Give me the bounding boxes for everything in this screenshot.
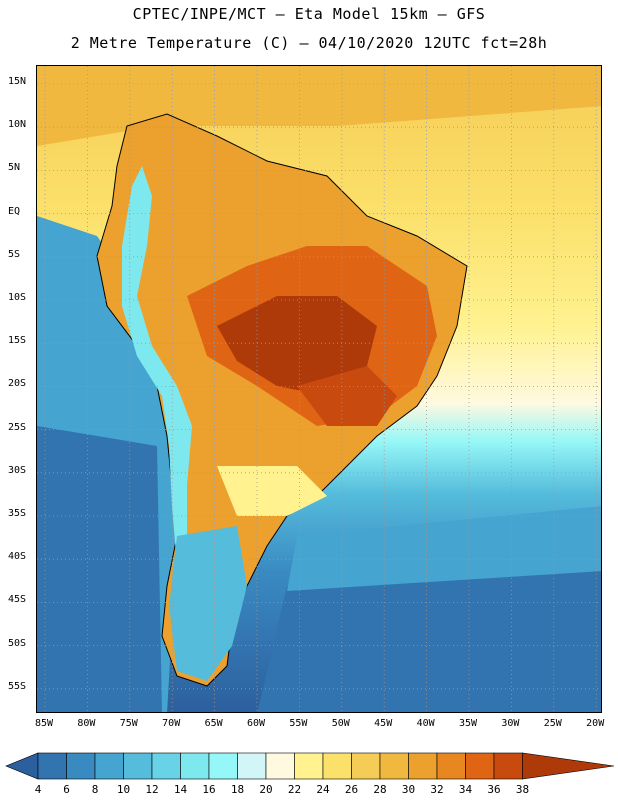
colorbar-swatch bbox=[265, 752, 295, 780]
latitude-label: 30S bbox=[8, 464, 27, 476]
colorbar-swatch bbox=[436, 752, 466, 780]
latitude-label: 40S bbox=[8, 551, 27, 563]
longitude-label: 60W bbox=[246, 718, 266, 729]
colorbar-tick-label: 34 bbox=[458, 783, 473, 796]
patagonia-cool bbox=[169, 526, 247, 681]
colorbar-tick-label: 20 bbox=[259, 783, 273, 796]
latitude-label: 5N bbox=[8, 162, 21, 174]
colorbar-swatch bbox=[151, 752, 181, 780]
south-atlantic-mid bbox=[287, 506, 601, 591]
colorbar-tick-label: 36 bbox=[487, 783, 501, 796]
colorbar-tick-label: 18 bbox=[230, 783, 245, 796]
colorbar-tick-label: 14 bbox=[173, 783, 188, 796]
lat-lon-grid bbox=[37, 66, 601, 712]
latitude-label: 50S bbox=[8, 637, 27, 649]
pacific-deep-field bbox=[37, 426, 162, 712]
latitude-label: 10S bbox=[8, 292, 27, 303]
latitude-label: EQ bbox=[8, 205, 21, 217]
colorbar-tick-label: 22 bbox=[287, 783, 302, 796]
colorbar-swatch bbox=[37, 752, 67, 780]
colorbar-swatch bbox=[379, 752, 409, 780]
southeast-hot-region bbox=[297, 366, 397, 426]
colorbar-tick-label: 30 bbox=[401, 783, 416, 796]
colorbar-tick-label: 28 bbox=[373, 783, 387, 796]
longitude-label: 85W bbox=[34, 718, 54, 729]
latitude-label: 25S bbox=[8, 421, 27, 433]
colorbar-tick-label: 24 bbox=[316, 783, 330, 796]
colorbar-swatch bbox=[351, 752, 381, 780]
colorbar-swatch bbox=[123, 752, 153, 780]
longitude-label: 55W bbox=[289, 718, 308, 729]
longitude-label: 75W bbox=[119, 718, 138, 729]
colorbar-low-arrow bbox=[5, 752, 39, 780]
colorbar-tick-label: 32 bbox=[430, 783, 444, 796]
latitude-label: 35S bbox=[8, 508, 27, 519]
temperature-colorbar bbox=[5, 752, 615, 780]
temperature-map[interactable] bbox=[36, 65, 602, 713]
longitude-label: 35W bbox=[458, 718, 478, 729]
colorbar-swatch bbox=[465, 752, 495, 780]
map-title: CPTEC/INPE/MCT – Eta Model 15km – GFS bbox=[132, 5, 486, 23]
longitude-label: 45W bbox=[374, 718, 393, 729]
longitude-label: 65W bbox=[204, 718, 223, 729]
longitude-label: 50W bbox=[331, 718, 350, 729]
latitude-label: 15N bbox=[8, 76, 27, 87]
latitude-label: 10N bbox=[8, 119, 27, 131]
latitude-label: 15S bbox=[8, 335, 27, 347]
longitude-label: 40W bbox=[416, 718, 435, 729]
colorbar-tick-label: 6 bbox=[63, 783, 70, 796]
colorbar-tick-label: 10 bbox=[116, 783, 131, 796]
colorbar-swatch bbox=[237, 752, 267, 780]
colorbar-tick-label: 8 bbox=[91, 783, 99, 796]
colorbar-tick-label: 16 bbox=[202, 783, 216, 796]
colorbar-swatch bbox=[94, 752, 124, 780]
colorbar-swatch bbox=[66, 752, 96, 780]
colorbar-swatch bbox=[180, 752, 210, 780]
colorbar-tick-label: 26 bbox=[344, 783, 359, 796]
colorbar-swatch bbox=[294, 752, 324, 780]
colorbar-swatch bbox=[322, 752, 352, 780]
longitude-label: 25W bbox=[543, 718, 562, 729]
colorbar-high-arrow bbox=[522, 752, 615, 780]
colorbar-tick-label: 4 bbox=[34, 783, 42, 796]
colorbar-tick-label: 12 bbox=[145, 783, 159, 796]
colorbar-swatch bbox=[493, 752, 523, 780]
colorbar-swatch bbox=[408, 752, 438, 780]
latitude-label: 5S bbox=[8, 248, 21, 260]
latitude-label: 45S bbox=[8, 594, 27, 606]
south-atlantic-cold bbox=[257, 566, 601, 712]
latitude-label: 20S bbox=[8, 378, 27, 390]
latitude-label: 55S bbox=[8, 680, 27, 692]
longitude-label: 70W bbox=[162, 718, 181, 729]
longitude-label: 80W bbox=[77, 718, 96, 729]
longitude-label: 20W bbox=[586, 718, 605, 729]
colorbar-tick-label: 38 bbox=[515, 783, 530, 796]
map-subtitle: 2 Metre Temperature (C) – 04/10/2020 12U… bbox=[70, 34, 548, 52]
colorbar-swatch bbox=[208, 752, 238, 780]
longitude-label: 30W bbox=[501, 718, 520, 729]
